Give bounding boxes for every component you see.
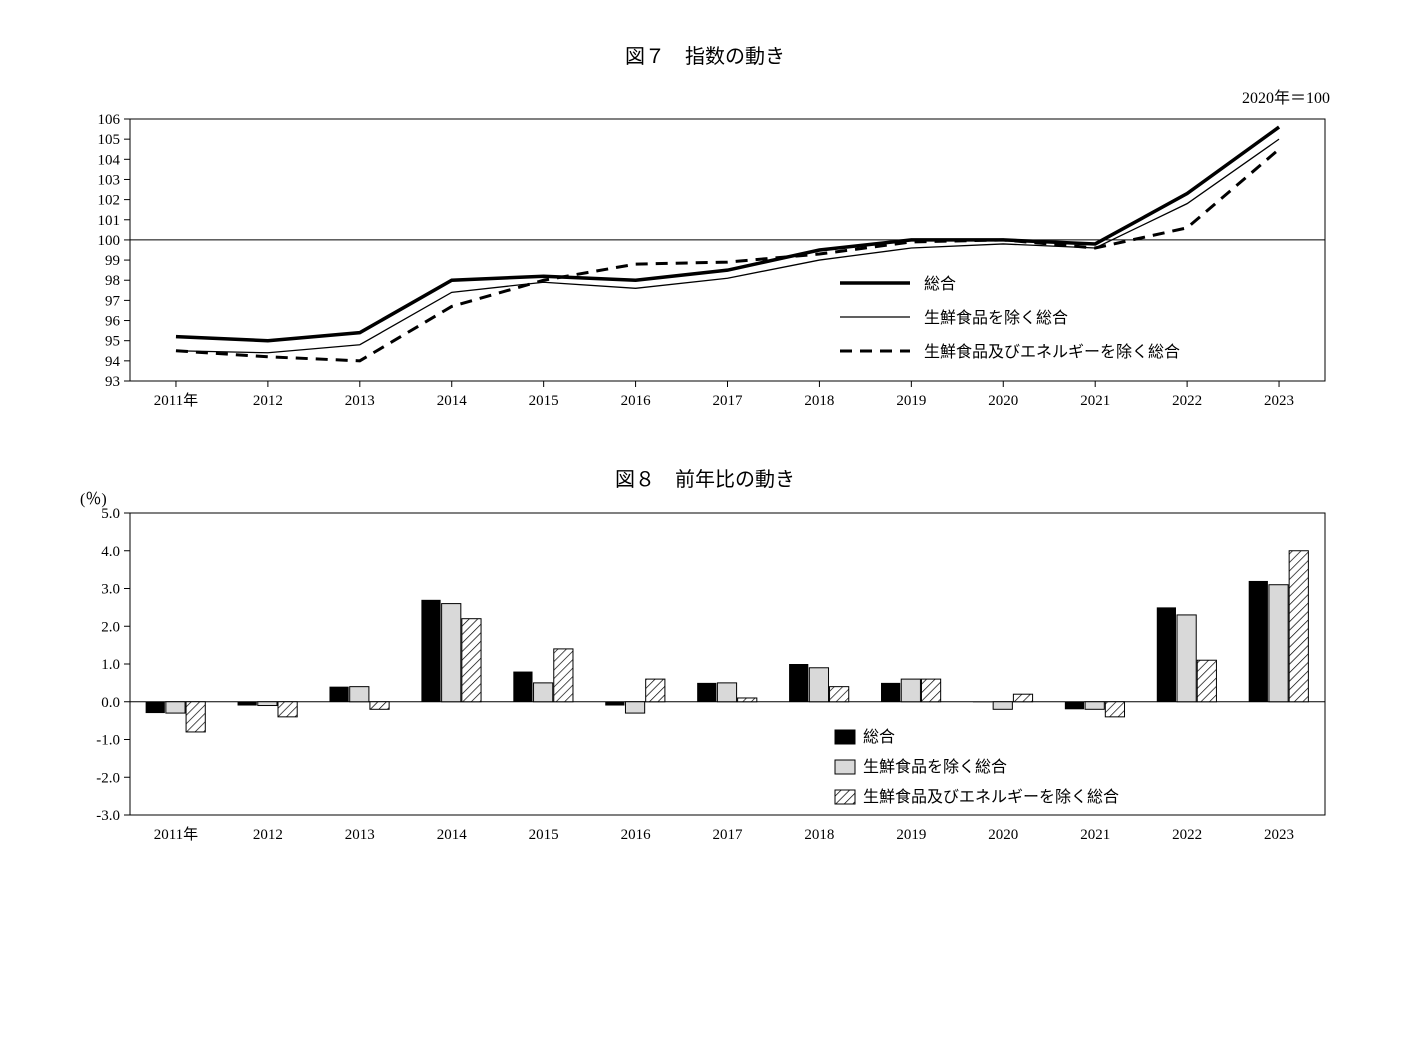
chart7-container: 93 94 95 96 97 98 99 100 101 102 103 104 105 106 2011年… xyxy=(80,113,1330,413)
chart8-svg: -3.0 -2.0 -1.0 0.0 1.0 2.0 3.0 4.0 5.0 2011年 2012 2… xyxy=(80,507,1335,847)
svg-text:5.0: 5.0 xyxy=(101,507,120,522)
svg-text:100: 100 xyxy=(98,233,121,249)
svg-text:105: 105 xyxy=(98,132,121,148)
svg-text:0.0: 0.0 xyxy=(101,695,120,711)
chart8-ylabel: (％) xyxy=(80,485,107,509)
svg-text:98: 98 xyxy=(105,273,120,289)
svg-text:2023: 2023 xyxy=(1264,827,1294,843)
chart7-title: 図７ 指数の動き xyxy=(30,40,1380,69)
svg-text:2022: 2022 xyxy=(1172,393,1202,409)
svg-text:99: 99 xyxy=(105,253,120,269)
svg-text:2020: 2020 xyxy=(988,393,1018,409)
svg-text:2012: 2012 xyxy=(253,827,283,843)
svg-text:2011年: 2011年 xyxy=(154,826,198,843)
svg-text:3.0: 3.0 xyxy=(101,582,120,598)
svg-text:2022: 2022 xyxy=(1172,827,1202,843)
svg-text:2015: 2015 xyxy=(529,827,559,843)
svg-text:2017: 2017 xyxy=(713,393,744,409)
svg-text:104: 104 xyxy=(98,152,121,168)
svg-text:97: 97 xyxy=(105,293,121,309)
svg-text:2012: 2012 xyxy=(253,393,283,409)
svg-text:96: 96 xyxy=(105,314,121,330)
svg-text:2020: 2020 xyxy=(988,827,1018,843)
svg-text:4.0: 4.0 xyxy=(101,544,120,560)
svg-text:1.0: 1.0 xyxy=(101,657,120,673)
svg-text:93: 93 xyxy=(105,374,120,390)
svg-text:2018: 2018 xyxy=(804,393,834,409)
svg-text:2023: 2023 xyxy=(1264,393,1294,409)
svg-text:生鮮食品及びエネルギーを除く総合: 生鮮食品及びエネルギーを除く総合 xyxy=(863,788,1119,806)
svg-text:2017: 2017 xyxy=(713,827,744,843)
svg-text:-3.0: -3.0 xyxy=(96,808,120,824)
svg-text:2011年: 2011年 xyxy=(154,392,198,409)
svg-text:106: 106 xyxy=(98,113,121,128)
chart7-svg: 93 94 95 96 97 98 99 100 101 102 103 104 105 106 2011年… xyxy=(80,113,1335,413)
svg-text:95: 95 xyxy=(105,334,120,350)
svg-text:2016: 2016 xyxy=(621,393,652,409)
svg-text:94: 94 xyxy=(105,354,121,370)
svg-text:2014: 2014 xyxy=(437,393,468,409)
chart8-container: (％) -3.0-2.0-1.00.01.02.03.04.05.02011年2… xyxy=(80,507,1330,847)
svg-text:2021: 2021 xyxy=(1080,393,1110,409)
svg-text:-2.0: -2.0 xyxy=(96,770,120,786)
svg-text:2.0: 2.0 xyxy=(101,619,120,635)
svg-text:生鮮食品を除く総合: 生鮮食品を除く総合 xyxy=(863,758,1007,776)
svg-text:101: 101 xyxy=(98,213,121,229)
chart7-subtitle: 2020年＝100 xyxy=(30,84,1330,108)
svg-text:生鮮食品及びエネルギーを除く総合: 生鮮食品及びエネルギーを除く総合 xyxy=(924,343,1180,361)
svg-text:総合: 総合 xyxy=(924,275,956,293)
svg-text:-1.0: -1.0 xyxy=(96,733,120,749)
svg-text:2013: 2013 xyxy=(345,393,375,409)
svg-text:2015: 2015 xyxy=(529,393,559,409)
svg-text:2018: 2018 xyxy=(804,827,834,843)
svg-text:総合: 総合 xyxy=(863,728,895,746)
svg-text:2021: 2021 xyxy=(1080,827,1110,843)
svg-text:2016: 2016 xyxy=(621,827,652,843)
svg-text:103: 103 xyxy=(98,172,121,188)
svg-text:102: 102 xyxy=(98,193,121,209)
chart8-title: 図８ 前年比の動き xyxy=(30,463,1380,492)
svg-text:2013: 2013 xyxy=(345,827,375,843)
svg-text:2019: 2019 xyxy=(896,827,926,843)
svg-text:2019: 2019 xyxy=(896,393,926,409)
svg-text:生鮮食品を除く総合: 生鮮食品を除く総合 xyxy=(924,309,1068,327)
svg-text:2014: 2014 xyxy=(437,827,468,843)
